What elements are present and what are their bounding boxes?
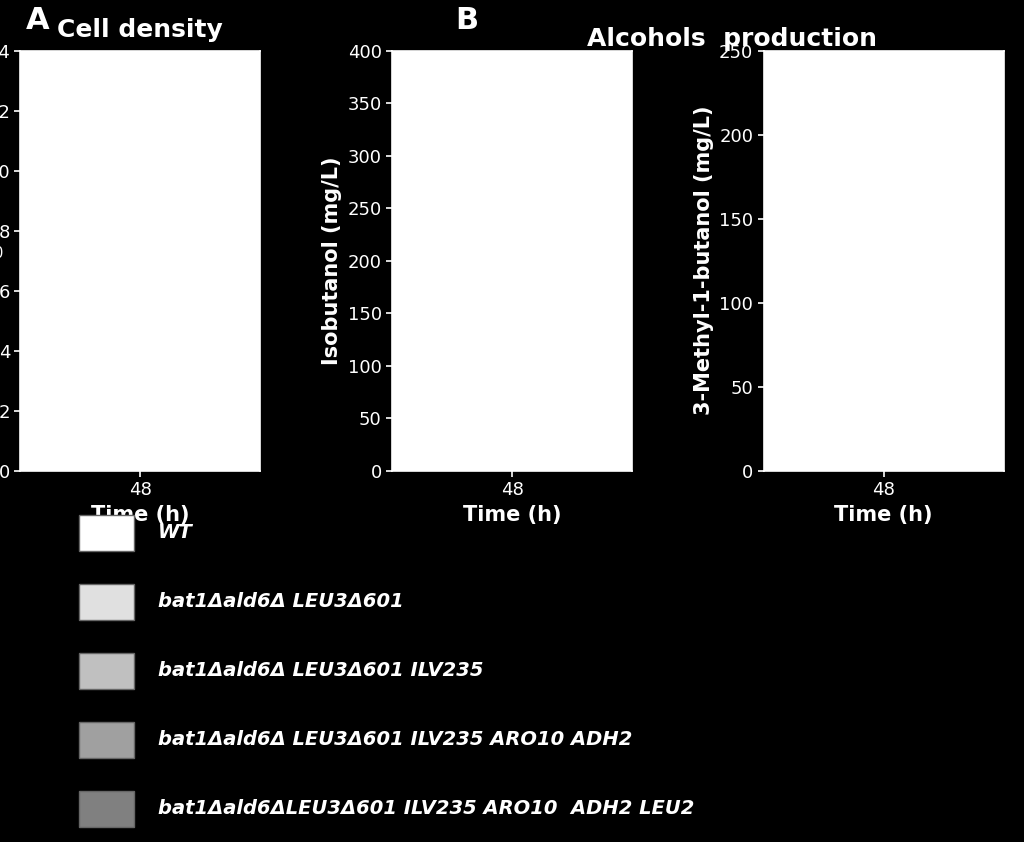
Text: bat1Δald6Δ LEU3Δ601 ILV235: bat1Δald6Δ LEU3Δ601 ILV235 [158, 662, 483, 680]
FancyBboxPatch shape [80, 515, 133, 551]
Text: A: A [26, 7, 49, 35]
Title: Cell density: Cell density [57, 18, 223, 41]
Text: B: B [456, 7, 479, 35]
FancyBboxPatch shape [80, 584, 133, 620]
FancyBboxPatch shape [80, 791, 133, 827]
Text: bat1Δald6ΔLEU3Δ601 ILV235 ARO10  ADH2 LEU2: bat1Δald6ΔLEU3Δ601 ILV235 ARO10 ADH2 LEU… [158, 799, 694, 818]
Text: WT: WT [158, 524, 193, 542]
Text: bat1Δald6Δ LEU3Δ601: bat1Δald6Δ LEU3Δ601 [158, 593, 403, 611]
Y-axis label: Isobutanol (mg/L): Isobutanol (mg/L) [322, 157, 342, 365]
Text: Alcohols  production: Alcohols production [587, 27, 878, 51]
FancyBboxPatch shape [80, 653, 133, 689]
Y-axis label: OD$_{600}$: OD$_{600}$ [0, 237, 5, 261]
X-axis label: Time (h): Time (h) [835, 504, 933, 525]
Y-axis label: 3-Methyl-1-butanol (mg/L): 3-Methyl-1-butanol (mg/L) [693, 106, 714, 415]
Text: bat1Δald6Δ LEU3Δ601 ILV235 ARO10 ADH2: bat1Δald6Δ LEU3Δ601 ILV235 ARO10 ADH2 [158, 730, 633, 749]
FancyBboxPatch shape [80, 722, 133, 758]
X-axis label: Time (h): Time (h) [463, 504, 561, 525]
X-axis label: Time (h): Time (h) [91, 504, 189, 525]
